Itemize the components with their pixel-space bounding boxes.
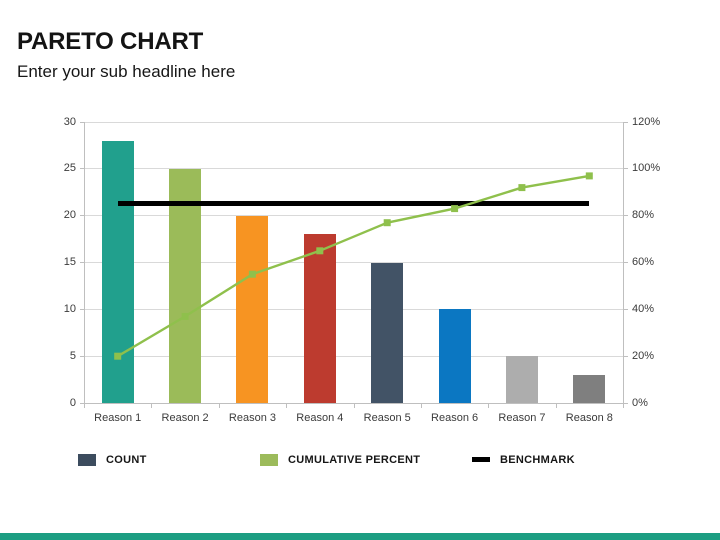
left-axis-tick bbox=[80, 308, 84, 310]
gridline bbox=[84, 215, 623, 217]
right-axis-tick-label: 0% bbox=[632, 396, 648, 409]
gridline bbox=[84, 355, 623, 357]
right-axis-tick bbox=[624, 215, 628, 217]
left-axis-tick-label: 10 bbox=[63, 302, 76, 315]
category-label: Reason 2 bbox=[161, 412, 209, 424]
cumulative-percent-line bbox=[114, 172, 593, 360]
category-label: Reason 4 bbox=[296, 412, 344, 424]
right-axis-tick-label: 100% bbox=[632, 162, 661, 175]
right-axis-tick bbox=[624, 168, 628, 170]
bottom-axis-tick bbox=[84, 404, 85, 408]
legend-item-cumulative-percent: CUMULATIVE PERCENT bbox=[260, 452, 420, 467]
page-title: PARETO CHART bbox=[17, 28, 204, 56]
category-label: Reason 6 bbox=[431, 412, 479, 424]
bar-reason-7 bbox=[505, 356, 538, 403]
bottom-axis-tick bbox=[488, 404, 490, 408]
category-label: Reason 1 bbox=[94, 412, 142, 424]
bar-reason-6 bbox=[438, 309, 471, 403]
bottom-axis-line bbox=[84, 403, 624, 404]
left-axis-tick-label: 20 bbox=[63, 209, 76, 222]
bottom-axis-tick bbox=[353, 404, 355, 408]
bar-reason-8 bbox=[573, 374, 606, 403]
gridline bbox=[84, 121, 623, 123]
slide-accent-bar bbox=[0, 533, 720, 540]
bottom-axis-tick bbox=[218, 404, 220, 408]
left-axis-tick bbox=[80, 355, 84, 357]
category-label: Reason 3 bbox=[228, 412, 276, 424]
left-axis-tick-label: 25 bbox=[63, 162, 76, 175]
bottom-axis-tick bbox=[623, 404, 624, 408]
legend-label-benchmark: BENCHMARK bbox=[500, 453, 575, 466]
legend-label-cumulative-percent: CUMULATIVE PERCENT bbox=[288, 453, 421, 466]
category-label: Reason 8 bbox=[565, 412, 613, 424]
bottom-axis-tick bbox=[151, 404, 153, 408]
bar-reason-4 bbox=[303, 234, 336, 403]
line-marker bbox=[181, 312, 189, 320]
bottom-axis-tick bbox=[420, 404, 422, 408]
page-subtitle: Enter your sub headline here bbox=[17, 62, 236, 81]
line-marker bbox=[383, 219, 391, 227]
line-marker bbox=[451, 205, 459, 213]
left-axis-tick-label: 15 bbox=[63, 256, 76, 268]
right-axis-tick-label: 80% bbox=[632, 209, 655, 222]
left-axis-line bbox=[84, 122, 85, 404]
line-marker bbox=[518, 184, 526, 192]
bar-reason-2 bbox=[169, 168, 202, 403]
legend-label-count: COUNT bbox=[106, 453, 147, 466]
line-marker bbox=[248, 270, 256, 278]
category-label: Reason 7 bbox=[498, 412, 546, 424]
right-axis-tick-label: 20% bbox=[632, 349, 655, 362]
right-axis-tick bbox=[624, 402, 628, 404]
legend-swatch-cumulative-percent bbox=[260, 453, 278, 466]
benchmark-line bbox=[117, 201, 590, 207]
legend-item-benchmark: BENCHMARK bbox=[472, 452, 575, 467]
line-marker bbox=[585, 172, 593, 180]
left-axis-tick-label: 0 bbox=[69, 396, 76, 409]
right-axis-line bbox=[623, 122, 624, 404]
right-axis-tick bbox=[624, 262, 628, 263]
left-axis-tick-label: 5 bbox=[69, 349, 76, 362]
gridline bbox=[84, 308, 623, 310]
legend-swatch-count bbox=[78, 453, 96, 466]
right-axis-tick bbox=[624, 308, 628, 310]
bar-reason-5 bbox=[371, 262, 404, 403]
right-axis-tick bbox=[624, 355, 628, 357]
left-axis-tick bbox=[80, 215, 84, 217]
right-axis-tick bbox=[624, 121, 628, 123]
left-axis-tick bbox=[80, 168, 84, 170]
line-marker bbox=[316, 247, 324, 255]
gridline bbox=[84, 262, 623, 263]
line-marker bbox=[114, 352, 122, 360]
bottom-axis-tick bbox=[555, 404, 557, 408]
left-axis-tick bbox=[80, 262, 84, 263]
cumulative-percent-path bbox=[117, 174, 590, 358]
legend-swatch-benchmark bbox=[472, 457, 490, 462]
category-label: Reason 5 bbox=[363, 412, 411, 424]
legend-item-count: COUNT bbox=[78, 452, 147, 467]
left-axis-tick bbox=[80, 402, 84, 404]
left-axis-tick-label: 30 bbox=[63, 115, 76, 128]
right-axis-tick-label: 40% bbox=[632, 302, 655, 315]
bar-reason-3 bbox=[236, 215, 269, 403]
gridline bbox=[84, 168, 623, 170]
right-axis-tick-label: 120% bbox=[632, 115, 661, 128]
right-axis-tick-label: 60% bbox=[632, 256, 655, 268]
left-axis-tick bbox=[80, 121, 84, 123]
bottom-axis-tick bbox=[286, 404, 288, 408]
